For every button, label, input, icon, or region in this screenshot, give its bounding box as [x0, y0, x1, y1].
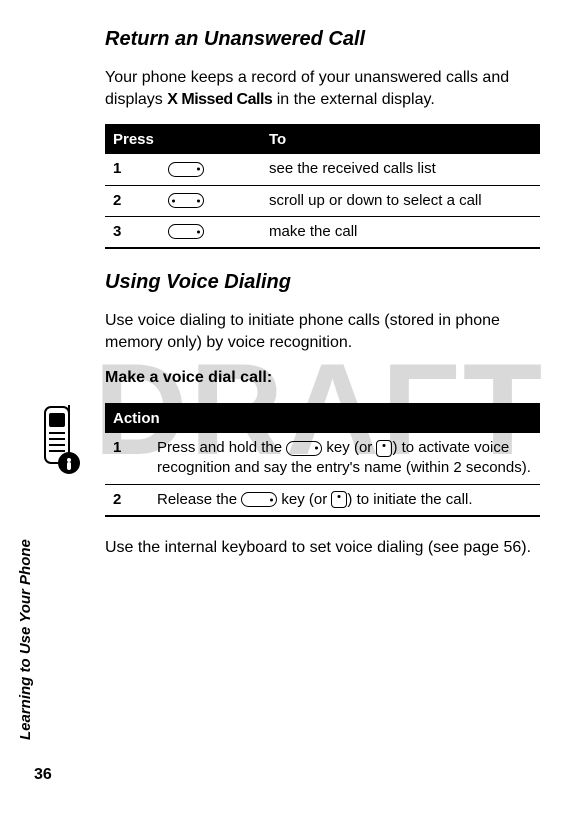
table-row: 1 see the received calls list: [105, 154, 540, 185]
txt-b: key (or: [322, 439, 376, 456]
feature-label: Make a voice dial call:: [105, 367, 540, 389]
table-row: 3 make the call: [105, 216, 540, 248]
section-2-intro: Use voice dialing to initiate phone call…: [105, 310, 540, 353]
row-text: Press and hold the key (or ) to activate…: [149, 433, 540, 484]
th-press: Press: [105, 125, 261, 154]
row-num: 2: [105, 484, 149, 516]
phone-info-icon: [36, 405, 84, 490]
side-label: Learning to Use Your Phone: [17, 539, 34, 740]
txt-b: key (or: [277, 491, 331, 508]
row-key: [160, 185, 261, 216]
page-number: 36: [34, 766, 52, 784]
page-content: Return an Unanswered Call Your phone kee…: [105, 26, 540, 573]
table-row: 2 Release the key (or ) to initiate the …: [105, 484, 540, 516]
rect-key-icon: [331, 491, 347, 508]
row-num: 1: [105, 433, 149, 484]
txt-c: ) to initiate the call.: [347, 491, 472, 508]
table-row: 2 scroll up or down to select a call: [105, 185, 540, 216]
row-text: Release the key (or ) to initiate the ca…: [149, 484, 540, 516]
oval-key-icon: [241, 492, 277, 507]
row-num: 3: [105, 216, 160, 248]
section-1-title: Return an Unanswered Call: [105, 26, 540, 53]
txt-a: Press and hold the: [157, 439, 286, 456]
row-num: 1: [105, 154, 160, 185]
oval-key-icon: [168, 162, 204, 177]
oval-key-icon: [168, 224, 204, 239]
action-table: Action 1 Press and hold the key (or ) to…: [105, 403, 540, 517]
oval-key-icon: [286, 441, 322, 456]
row-num: 2: [105, 185, 160, 216]
outro: Use the internal keyboard to set voice d…: [105, 537, 540, 559]
row-key: [160, 154, 261, 185]
section-1-intro: Your phone keeps a record of your unansw…: [105, 67, 540, 110]
table-row: 1 Press and hold the key (or ) to activa…: [105, 433, 540, 484]
th-to: To: [261, 125, 540, 154]
txt-a: Release the: [157, 491, 241, 508]
row-key: [160, 216, 261, 248]
row-text: make the call: [261, 216, 540, 248]
press-to-table: Press To 1 see the received calls list 2…: [105, 124, 540, 249]
row-text: see the received calls list: [261, 154, 540, 185]
intro-text-b: in the external display.: [272, 91, 434, 108]
rect-key-icon: [376, 440, 392, 457]
th-action: Action: [105, 404, 540, 433]
intro-strong: X Missed Calls: [167, 91, 272, 108]
side-area: Learning to Use Your Phone 36: [34, 766, 52, 784]
section-2-title: Using Voice Dialing: [105, 269, 540, 296]
row-text: scroll up or down to select a call: [261, 185, 540, 216]
oval-key-dots-icon: [168, 193, 204, 208]
